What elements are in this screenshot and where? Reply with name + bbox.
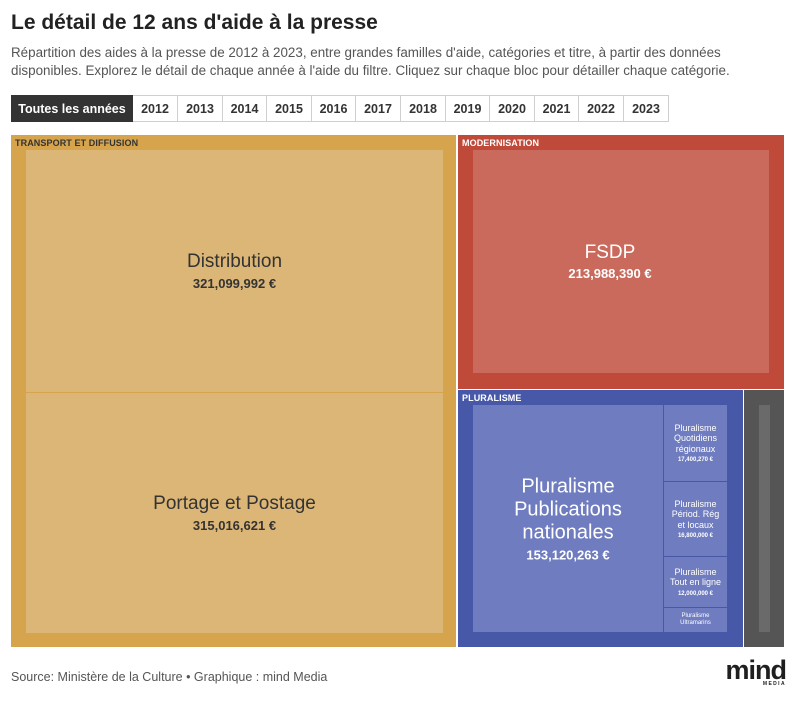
leaf-value: 321,099,992 € [192, 275, 277, 291]
leaf-name: Pluralisme Périod. Rég et locaux [671, 498, 720, 530]
leaf-name: Pluralisme Ultramarins [680, 613, 711, 626]
treemap-leaf[interactable]: Distribution 321,099,992 € [26, 150, 443, 392]
group-label: MODERNISATION [462, 138, 540, 148]
filter-year-button[interactable]: 2013 [178, 95, 223, 122]
treemap-leaf[interactable]: Pluralisme Ultramarins [664, 608, 727, 632]
filter-year-button[interactable]: 2022 [579, 95, 624, 122]
logo-sub: MEDIA [762, 681, 786, 687]
leaf-value: 16,800,000 € [677, 533, 714, 540]
filter-year-button[interactable]: 2017 [356, 95, 401, 122]
treemap-leaf[interactable]: Pluralisme Périod. Rég et locaux 16,800,0… [664, 482, 727, 556]
leaf-name: Pluralisme Tout en ligne [669, 567, 722, 588]
filter-year-button[interactable]: 2021 [535, 95, 579, 122]
leaf-name: Distribution [186, 251, 283, 273]
filter-year-button[interactable]: 2012 [133, 95, 178, 122]
chart-title: Le détail de 12 ans d'aide à la presse [11, 11, 378, 34]
filter-year-button[interactable]: 2019 [446, 95, 490, 122]
leaf-value: 315,016,621 € [192, 517, 277, 533]
chart-subtitle: Répartition des aides à la presse de 201… [11, 45, 730, 78]
leaf-text: Portage et Postage 315,016,621 € [26, 493, 443, 533]
filter-year-button[interactable]: 2016 [312, 95, 356, 122]
treemap-leaf[interactable] [747, 150, 769, 373]
treemap-leaf[interactable]: Pluralisme Tout en ligne 12,000,000 € [664, 557, 727, 607]
treemap-leaf[interactable] [759, 405, 770, 632]
source-note: Source: Ministère de la Culture • Graphi… [11, 670, 328, 684]
logo-word: mind [725, 655, 787, 685]
leaf-text: Pluralisme Ultramarins [664, 613, 727, 627]
leaf-text: Distribution 321,099,992 € [26, 251, 443, 291]
filter-year-button[interactable]: 2020 [490, 95, 535, 122]
leaf-text: Pluralisme Quotidiens régionaux 17,400,27… [664, 423, 727, 463]
group-transport-diffusion[interactable]: TRANSPORT ET DIFFUSION Distribution 321,09… [11, 135, 456, 647]
filter-year-button[interactable]: 2023 [624, 95, 669, 122]
filter-year-button[interactable]: 2018 [401, 95, 446, 122]
filter-all-years-button[interactable]: Toutes les années [11, 95, 133, 122]
mind-media-logo: mind MEDIA [726, 656, 787, 687]
group-pluralisme[interactable]: PLURALISME Pluralisme Publications nation… [458, 390, 743, 647]
treemap-leaf[interactable]: Pluralisme Publications nationales 153,12… [473, 405, 663, 632]
group-label: TRANSPORT ET DIFFUSION [15, 138, 139, 148]
leaf-name: Pluralisme Quotidiens régionaux [673, 422, 718, 454]
group-modernisation[interactable]: MODERNISATION FSDP 213,988,390 € [458, 135, 784, 389]
filter-year-button[interactable]: 2014 [223, 95, 267, 122]
leaf-value: 153,120,263 € [526, 547, 610, 562]
group-other[interactable] [744, 390, 784, 647]
leaf-text: FSDP 213,988,390 € [473, 242, 747, 282]
leaf-text: Pluralisme Périod. Rég et locaux 16,800,0… [664, 499, 727, 539]
treemap-leaf[interactable]: Portage et Postage 315,016,621 € [26, 393, 443, 633]
leaf-value: 12,000,000 € [677, 590, 714, 597]
leaf-text: Pluralisme Publications nationales 153,12… [473, 475, 663, 562]
leaf-name: Pluralisme Publications nationales [514, 475, 622, 543]
treemap-leaf[interactable]: FSDP 213,988,390 € [473, 150, 747, 373]
leaf-name: Portage et Postage [153, 493, 316, 515]
treemap-leaf[interactable]: Pluralisme Quotidiens régionaux 17,400,27… [664, 405, 727, 481]
group-label: PLURALISME [462, 393, 522, 403]
filter-year-button[interactable]: 2015 [267, 95, 312, 122]
leaf-name: FSDP [584, 241, 636, 263]
leaf-text: Pluralisme Tout en ligne 12,000,000 € [664, 567, 727, 597]
year-filter: Toutes les années 2012 2013 2014 2015 2016 201… [11, 95, 669, 122]
leaf-value: 213,988,390 € [568, 266, 652, 282]
leaf-value: 17,400,270 € [677, 457, 714, 464]
